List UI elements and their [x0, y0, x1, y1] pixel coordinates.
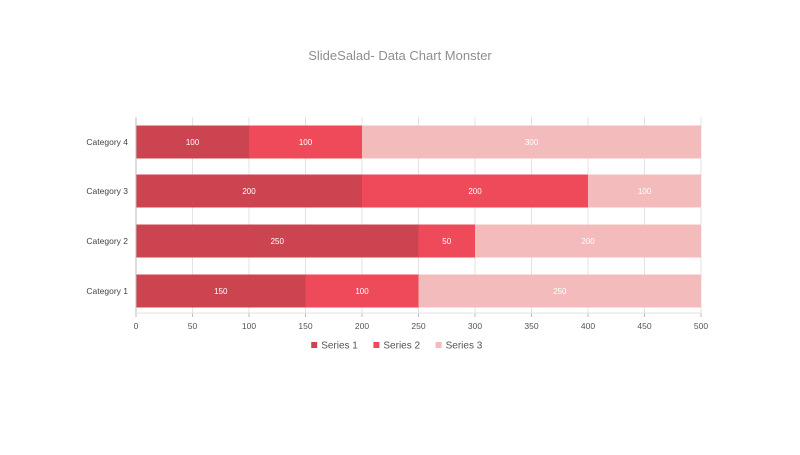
bar-2-3 — [362, 174, 588, 208]
axes: 0 50 100 150 200 250 300 350 400 450 500 Category 1… — [86, 117, 708, 331]
bar-2-4 — [249, 125, 362, 159]
category-label-3: Category 3 — [86, 186, 128, 196]
legend-label-3: Series 3 — [446, 341, 483, 352]
bar-3-1 — [418, 274, 701, 308]
bars — [136, 125, 701, 308]
data-labels: 150 100 250 250 50 200 200 200 100 100 100 300 — [186, 138, 652, 296]
bar-2-1 — [305, 274, 419, 308]
bar-3-3 — [588, 174, 701, 208]
chart-title: SlideSalad- Data Chart Monster — [308, 48, 492, 63]
data-label-2-1: 100 — [355, 287, 369, 296]
legend-swatch-3 — [435, 342, 442, 348]
x-tick-label-0: 0 — [134, 321, 139, 331]
category-label-1: Category 1 — [86, 286, 128, 296]
data-label-1-3: 200 — [242, 187, 256, 196]
x-tick-label-100: 100 — [242, 321, 256, 331]
data-label-2-2: 50 — [442, 237, 451, 246]
x-tick-label-500: 500 — [694, 321, 708, 331]
data-label-2-3: 200 — [468, 187, 482, 196]
legend: Series 1 Series 2 Series 3 — [311, 341, 483, 352]
legend-swatch-1 — [311, 342, 318, 348]
bar-2-2 — [418, 224, 475, 258]
bar-1-2 — [136, 224, 419, 258]
x-tick-label-150: 150 — [298, 321, 312, 331]
data-label-1-2: 250 — [271, 237, 285, 246]
data-label-3-2: 200 — [581, 237, 595, 246]
data-label-3-3: 100 — [638, 187, 652, 196]
data-label-3-1: 250 — [553, 287, 567, 296]
x-tick-label-300: 300 — [468, 321, 482, 331]
bar-3-2 — [475, 224, 701, 258]
x-tick-label-450: 450 — [637, 321, 651, 331]
x-tick-label-400: 400 — [581, 321, 595, 331]
x-tick-label-200: 200 — [355, 321, 369, 331]
category-label-2: Category 2 — [86, 236, 128, 246]
x-tick-label-250: 250 — [411, 321, 425, 331]
bar-3-4 — [362, 125, 701, 159]
legend-swatch-2 — [373, 342, 380, 348]
data-label-1-1: 150 — [214, 287, 228, 296]
data-label-2-4: 100 — [299, 138, 313, 147]
data-label-1-4: 100 — [186, 138, 200, 147]
bar-1-3 — [136, 174, 362, 208]
legend-label-2: Series 2 — [383, 341, 420, 352]
x-tick-label-50: 50 — [188, 321, 198, 331]
category-label-4: Category 4 — [86, 137, 128, 147]
bar-1-4 — [136, 125, 249, 159]
data-label-3-4: 300 — [525, 138, 539, 147]
legend-label-1: Series 1 — [321, 341, 358, 352]
bar-1-1 — [136, 274, 306, 308]
x-tick-label-350: 350 — [524, 321, 538, 331]
